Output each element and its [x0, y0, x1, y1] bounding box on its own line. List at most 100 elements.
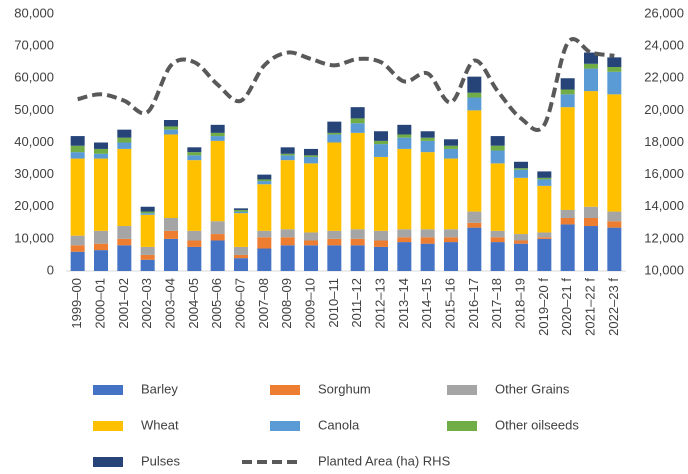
legend-swatch — [93, 421, 123, 431]
bar-segment — [94, 142, 108, 149]
bar-segment — [607, 57, 622, 68]
bar-segment — [94, 230, 108, 244]
bar-segment — [140, 259, 155, 271]
x-tick-label: 2010–11 — [326, 278, 341, 328]
bar-segment — [584, 63, 598, 69]
bar-segment — [490, 150, 505, 164]
bar-segment — [584, 206, 598, 218]
legend-swatch — [447, 385, 477, 395]
y-tick-label: 50,000 — [14, 102, 54, 117]
bar-segment — [584, 217, 598, 227]
x-tick-label: 2017–18 — [489, 278, 504, 329]
bar-segment — [70, 235, 85, 246]
bar-segment — [280, 147, 295, 154]
bar-segment — [280, 245, 295, 271]
bar-segment — [117, 129, 132, 138]
bar-segment — [350, 123, 365, 133]
bar-segment — [584, 52, 598, 64]
bar-segment — [350, 132, 365, 230]
bar-segment — [210, 234, 225, 241]
bar-segment — [490, 242, 505, 271]
bar-segment — [210, 140, 225, 222]
bar-segment — [444, 148, 458, 159]
bar-segment — [70, 245, 85, 252]
bar-segment — [140, 211, 155, 214]
bar-segment — [467, 76, 482, 93]
bar-segment — [164, 129, 178, 135]
bar-segment — [257, 230, 272, 238]
bar-segment — [304, 232, 318, 241]
bar-segment — [350, 245, 365, 271]
y2-tick-label: 26,000 — [644, 5, 684, 20]
bar-segment — [117, 238, 132, 246]
bar-segment — [420, 131, 435, 138]
x-tick-label: 2003–04 — [162, 278, 177, 329]
x-tick-label: 2020–21 f — [559, 278, 574, 336]
bar-segment — [560, 78, 575, 90]
bar-segment — [117, 245, 132, 271]
bar-segment — [187, 230, 202, 241]
legend-label: Pulses — [141, 453, 181, 468]
bar-segment — [467, 227, 482, 271]
bar-segment — [350, 107, 365, 119]
bar-segment — [164, 238, 178, 271]
bar-segment — [537, 177, 552, 180]
y-tick-label: 0 — [47, 262, 54, 277]
bar-segment — [234, 246, 248, 255]
bar-segment — [280, 160, 295, 230]
bar-segment — [514, 169, 528, 178]
y-tick-label: 40,000 — [14, 134, 54, 149]
bar-segment — [350, 118, 365, 124]
bar-segment — [350, 229, 365, 239]
bar-segment — [280, 229, 295, 238]
bar-segment — [560, 224, 575, 271]
x-tick-label: 2014–15 — [419, 278, 434, 329]
bar-segment — [420, 140, 435, 153]
bar-segment — [210, 136, 225, 141]
bar-segment — [444, 145, 458, 149]
x-tick-label: 2008–09 — [279, 278, 294, 329]
bar-segment — [584, 91, 598, 207]
bar-segment — [607, 227, 622, 271]
bar-segment — [420, 152, 435, 230]
bar-segment — [467, 92, 482, 98]
bar-segment — [304, 156, 318, 164]
y2-tick-label: 18,000 — [644, 134, 684, 149]
bar-segment — [397, 137, 412, 149]
x-tick-label: 2006–07 — [232, 278, 247, 329]
bar-segment — [327, 245, 342, 271]
bar-segment — [467, 97, 482, 111]
bar-segment — [444, 229, 458, 238]
legend-swatch — [93, 385, 123, 395]
bar-segment — [304, 148, 318, 156]
bar-segment — [234, 258, 248, 271]
x-tick-label: 2005–06 — [209, 278, 224, 329]
bar-segment — [560, 89, 575, 95]
bar-segment — [164, 134, 178, 218]
bar-segment — [490, 230, 505, 238]
bar-segment — [164, 230, 178, 239]
bar-segment — [234, 213, 248, 247]
bar-segment — [514, 243, 528, 271]
bar-segment — [537, 232, 552, 238]
bar-segment — [397, 148, 412, 230]
bar-segment — [210, 124, 225, 133]
bar-segment — [257, 184, 272, 231]
bar-segment — [234, 211, 248, 214]
bar-segment — [444, 139, 458, 146]
y-tick-label: 10,000 — [14, 230, 54, 245]
legend-label: Canola — [318, 417, 360, 432]
bar-segment — [164, 126, 178, 130]
bar-segment — [537, 237, 552, 239]
bar-segment — [560, 209, 575, 218]
bar-segment — [420, 229, 435, 238]
y-tick-label: 20,000 — [14, 198, 54, 213]
bar-segment — [374, 230, 388, 241]
bar-segment — [560, 107, 575, 210]
bar-segment — [514, 161, 528, 169]
bar-segment — [327, 121, 342, 133]
bar-segment — [420, 237, 435, 244]
bar-segment — [187, 240, 202, 247]
bar-segment — [420, 137, 435, 141]
